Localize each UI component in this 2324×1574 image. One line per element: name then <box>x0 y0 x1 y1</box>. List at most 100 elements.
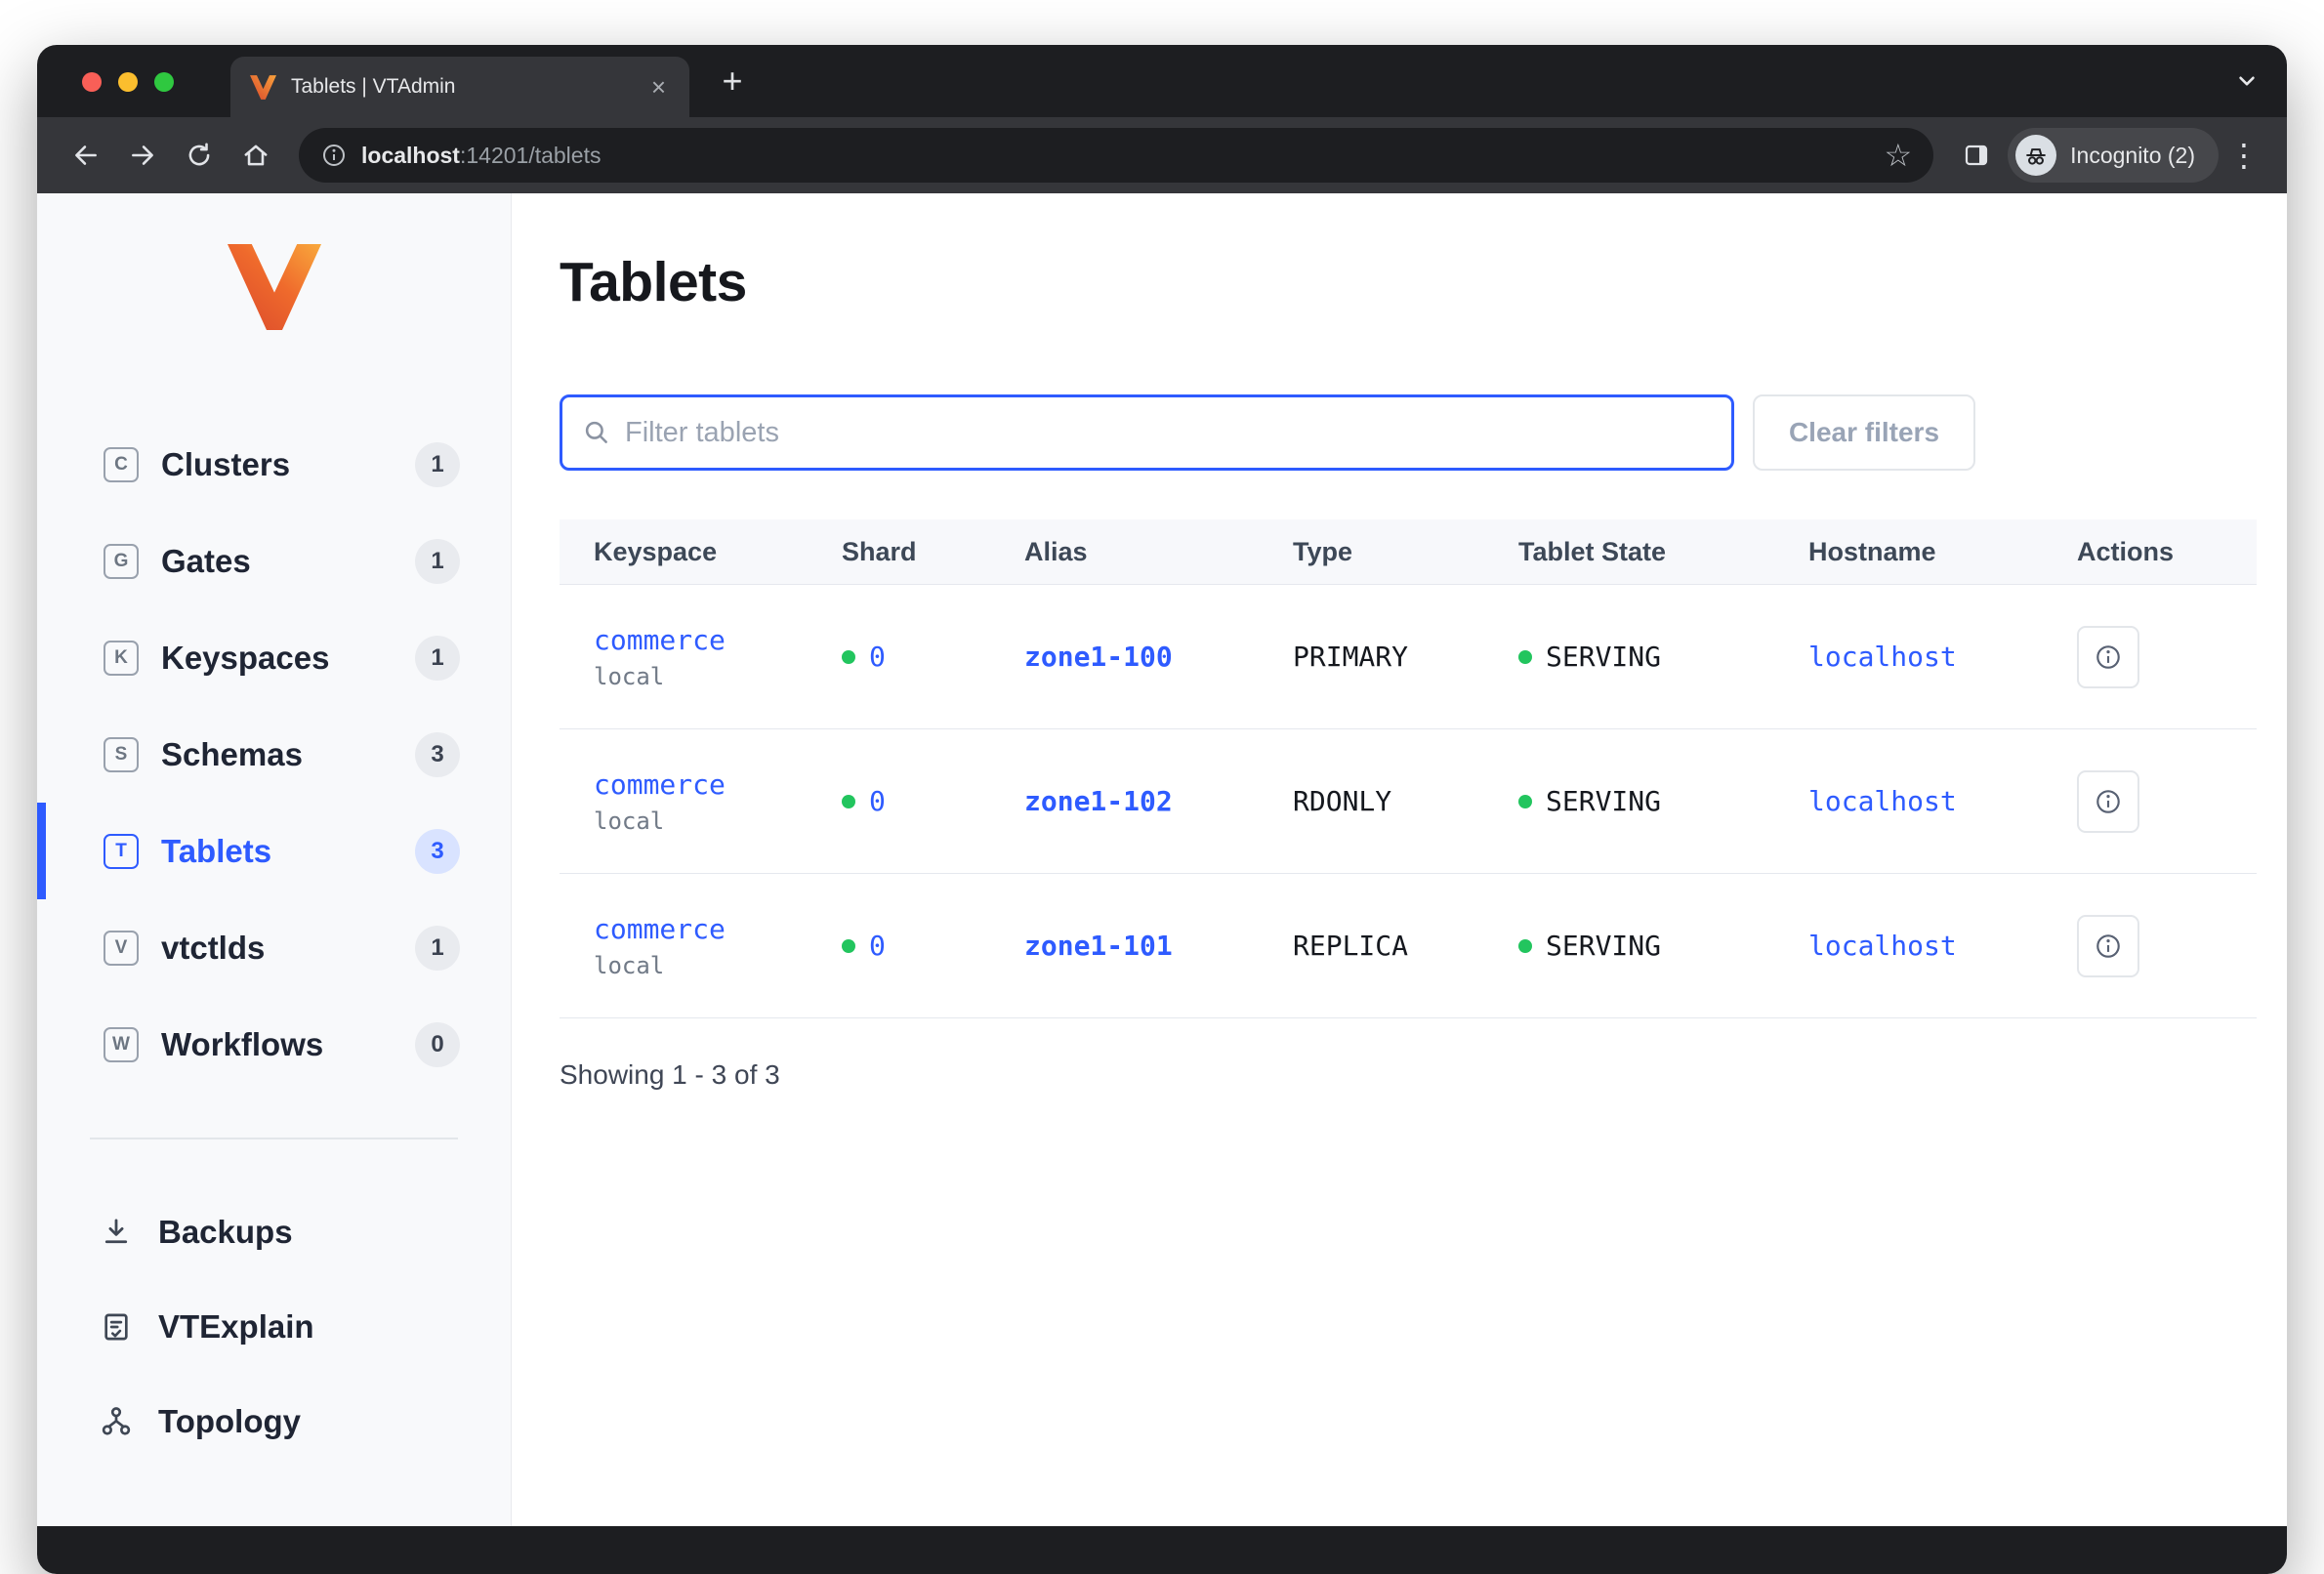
url-path: :14201/tablets <box>459 142 602 168</box>
sidebar-item-vtctlds[interactable]: V vtctlds 1 <box>37 899 511 996</box>
sidebar-item-label: Gates <box>161 542 251 579</box>
tablet-alias-link[interactable]: zone1-102 <box>1024 785 1173 817</box>
sidebar-item-backups[interactable]: Backups <box>37 1184 511 1279</box>
keyspace-link[interactable]: commerce <box>594 623 726 656</box>
address-bar[interactable]: localhost:14201/tablets ☆ <box>299 128 1934 183</box>
shard-link[interactable]: 0 <box>869 930 886 962</box>
header-actions: Actions <box>2077 536 2175 566</box>
header-type: Type <box>1293 536 1353 566</box>
sidebar-item-vtexplain[interactable]: VTExplain <box>37 1279 511 1374</box>
tablet-type: RDONLY <box>1293 785 1392 817</box>
bookmark-star-icon[interactable]: ☆ <box>1884 138 1913 173</box>
url-host: localhost <box>361 142 460 168</box>
hostname-link[interactable]: localhost <box>1808 785 1957 817</box>
count-badge: 1 <box>415 441 460 487</box>
vitess-logo <box>227 244 321 330</box>
sidebar-item-workflows[interactable]: W Workflows 0 <box>37 996 511 1093</box>
sidebar-item-label: Keyspaces <box>161 639 330 676</box>
sidebar-item-gates[interactable]: G Gates 1 <box>37 513 511 609</box>
info-icon <box>2096 644 2120 669</box>
forward-button[interactable] <box>117 130 168 181</box>
sidebar-item-topology[interactable]: Topology <box>37 1374 511 1469</box>
browser-tab-tablets[interactable]: Tablets | VTAdmin × <box>230 57 689 117</box>
sidebar-item-label: Schemas <box>161 735 303 772</box>
sidebar-item-label: Tablets <box>161 832 272 869</box>
page-info-icon[interactable] <box>320 142 348 169</box>
browser-window: Tablets | VTAdmin × + <box>37 45 2287 1574</box>
hostname-link[interactable]: localhost <box>1808 641 1957 673</box>
filter-row: Clear filters <box>560 394 2287 471</box>
minimize-window-button[interactable] <box>118 72 138 92</box>
results-count: Showing 1 - 3 of 3 <box>560 1059 780 1090</box>
shard-status-dot <box>842 938 855 953</box>
sidebar-item-clusters[interactable]: C Clusters 1 <box>37 416 511 513</box>
table-row: commerce local 0 zone1-101 REPLICA SERVI… <box>560 874 2257 1018</box>
clear-filters-button[interactable]: Clear filters <box>1753 394 1975 471</box>
info-icon <box>2096 789 2120 813</box>
tablet-alias-link[interactable]: zone1-101 <box>1024 930 1173 962</box>
new-tab-button[interactable]: + <box>722 61 743 101</box>
shard-link[interactable]: 0 <box>869 641 886 673</box>
sidebar-item-tablets[interactable]: T Tablets 3 <box>37 803 511 899</box>
browser-menu-icon[interactable]: ⋮ <box>2228 138 2260 173</box>
zoom-window-button[interactable] <box>154 72 174 92</box>
tablet-state: SERVING <box>1546 785 1662 817</box>
traffic-lights <box>82 72 174 92</box>
tablet-alias-link[interactable]: zone1-100 <box>1024 641 1173 673</box>
header-tablet-state: Tablet State <box>1518 536 1667 566</box>
tablet-info-button[interactable] <box>2077 914 2139 977</box>
reload-button[interactable] <box>174 130 225 181</box>
download-icon <box>104 1218 128 1243</box>
sidebar-item-label: vtctlds <box>161 929 266 966</box>
table-header-row: Keyspace Shard Alias Type Tablet State H… <box>560 519 2257 585</box>
sidebar-item-label: VTExplain <box>158 1307 314 1345</box>
tablet-type: REPLICA <box>1293 930 1409 962</box>
count-badge: 1 <box>415 635 460 681</box>
keyspace-link[interactable]: commerce <box>594 912 726 945</box>
tablet-type: PRIMARY <box>1293 641 1409 673</box>
home-button[interactable] <box>230 130 281 181</box>
sidebar-nav: C Clusters 1 G Gates 1 K Keyspaces 1 <box>37 416 511 1093</box>
tab-close-icon[interactable]: × <box>650 72 666 102</box>
filter-tablets-input[interactable] <box>625 416 1712 449</box>
info-icon <box>2096 933 2120 958</box>
page-content: C Clusters 1 G Gates 1 K Keyspaces 1 <box>37 193 2287 1526</box>
tablet-info-button[interactable] <box>2077 769 2139 833</box>
count-badge: 3 <box>415 828 460 874</box>
shard-status-dot <box>842 794 855 808</box>
incognito-profile-badge[interactable]: Incognito (2) <box>2008 128 2219 183</box>
serving-status-dot <box>1518 649 1532 664</box>
vitess-favicon <box>250 74 276 100</box>
close-window-button[interactable] <box>82 72 102 92</box>
tablet-info-button[interactable] <box>2077 625 2139 688</box>
tab-title: Tablets | VTAdmin <box>291 75 456 98</box>
serving-status-dot <box>1518 938 1532 953</box>
incognito-label: Incognito (2) <box>2070 142 2195 168</box>
sidebar-item-keyspaces[interactable]: K Keyspaces 1 <box>37 609 511 706</box>
keyspace-link[interactable]: commerce <box>594 767 726 801</box>
header-alias: Alias <box>1024 536 1088 566</box>
side-panel-icon[interactable] <box>1951 130 2002 181</box>
topology-icon <box>102 1406 131 1435</box>
sidebar-item-schemas[interactable]: S Schemas 3 <box>37 706 511 803</box>
back-button[interactable] <box>61 130 111 181</box>
workflows-icon: W <box>104 1026 139 1062</box>
incognito-icon <box>2015 135 2057 176</box>
keyspaces-icon: K <box>104 640 139 676</box>
sidebar-item-label: Workflows <box>161 1025 324 1062</box>
tab-strip: Tablets | VTAdmin × + <box>37 45 2287 117</box>
sidebar-divider <box>90 1138 458 1139</box>
hostname-link[interactable]: localhost <box>1808 930 1957 962</box>
tablets-icon: T <box>104 833 139 869</box>
filter-tablets-search[interactable] <box>560 394 1734 471</box>
shard-link[interactable]: 0 <box>869 785 886 817</box>
search-icon <box>585 421 607 443</box>
vtctlds-icon: V <box>104 930 139 966</box>
cluster-name: local <box>594 662 665 690</box>
header-shard: Shard <box>842 536 917 566</box>
tab-search-chevron-icon[interactable] <box>2232 66 2262 96</box>
count-badge: 0 <box>415 1021 460 1067</box>
active-indicator <box>37 803 46 899</box>
table-row: commerce local 0 zone1-100 PRIMARY SERVI… <box>560 585 2257 729</box>
